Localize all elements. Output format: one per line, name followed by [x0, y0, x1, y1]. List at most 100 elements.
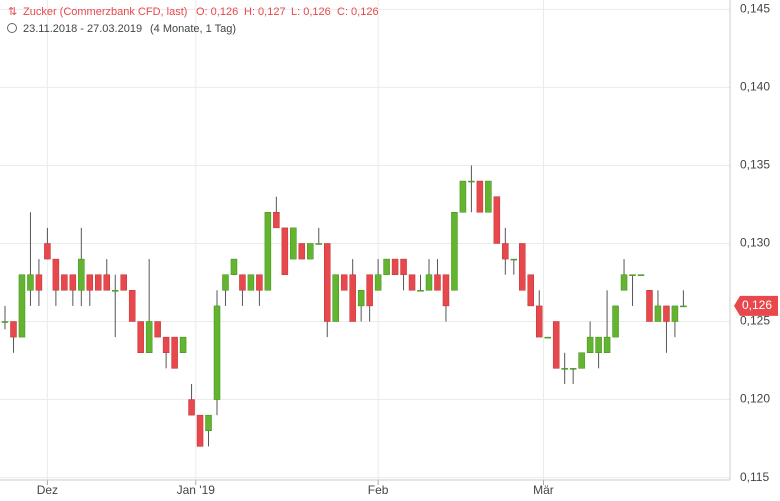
- ohlc-open: O: 0,126: [196, 6, 238, 18]
- candle-body: [273, 212, 280, 229]
- candle-body: [434, 274, 441, 291]
- candle-body: [315, 243, 323, 245]
- candle-body: [323, 243, 331, 322]
- candle-body: [391, 258, 399, 275]
- candle-body: [654, 305, 662, 322]
- candle-body: [442, 274, 450, 307]
- candle-body: [400, 258, 407, 275]
- candle-body: [205, 414, 212, 432]
- candle-body: [544, 336, 551, 339]
- candle-body: [349, 274, 356, 322]
- candle-body: [485, 180, 492, 213]
- candle-body: [629, 274, 636, 276]
- candle-body: [374, 274, 382, 291]
- candle-body: [239, 274, 246, 291]
- candle-body: [603, 336, 611, 353]
- candle-body: [637, 274, 645, 276]
- candle-body: [459, 180, 467, 213]
- clock-icon: [7, 23, 17, 33]
- candle-body: [86, 274, 94, 291]
- candle-body: [154, 321, 161, 338]
- candle-body: [196, 414, 204, 447]
- candle-body: [417, 290, 424, 292]
- chart-title: Zucker (Commerzbank CFD, last): [23, 6, 187, 18]
- candle-body: [298, 243, 306, 260]
- candle-body: [493, 196, 501, 244]
- candle-body: [527, 274, 535, 307]
- candle-body: [340, 274, 348, 291]
- candle-body: [137, 321, 144, 353]
- candle-body: [357, 290, 365, 307]
- y-tick-label: 0,140: [740, 80, 770, 94]
- candle-body: [502, 243, 509, 260]
- candle-body: [230, 258, 238, 275]
- candle-body: [171, 336, 178, 369]
- y-tick-label: 0,145: [740, 2, 770, 16]
- candle-body: [561, 368, 568, 370]
- candle-body: [671, 305, 679, 322]
- candle-body: [264, 212, 272, 291]
- candle-body: [663, 305, 670, 322]
- legend-header: ⇅ Zucker (Commerzbank CFD, last) O: 0,12…: [7, 6, 379, 35]
- candle-body: [552, 321, 560, 369]
- candle-body: [44, 243, 51, 260]
- candle-body: [569, 368, 577, 370]
- candle-body: [595, 336, 602, 353]
- x-tick-label: Dez: [37, 483, 58, 497]
- candle-body: [281, 227, 289, 275]
- x-tick-label: Feb: [368, 483, 389, 497]
- candle-body: [1, 321, 9, 323]
- candle-body: [646, 290, 653, 322]
- candle-body: [213, 305, 221, 400]
- candle-body: [95, 274, 102, 291]
- icon: ⇅: [8, 6, 17, 18]
- candle-body: [620, 274, 628, 291]
- candle-body: [256, 274, 263, 291]
- candle-body: [290, 227, 297, 260]
- candle-body: [18, 274, 26, 338]
- candle-body: [179, 336, 187, 353]
- price-label: 0,126: [742, 298, 772, 312]
- y-tick-label: 0,130: [740, 236, 770, 250]
- candle-body: [510, 258, 518, 261]
- y-tick-label: 0,125: [740, 314, 770, 328]
- candle-body: [366, 274, 373, 307]
- candle-body: [383, 258, 390, 275]
- candle-body: [35, 274, 43, 291]
- candle-body: [332, 274, 339, 322]
- candle-body: [78, 258, 85, 291]
- candle-body: [519, 243, 526, 291]
- candle-body: [476, 180, 484, 213]
- candle-body: [10, 321, 17, 338]
- x-tick-label: Mär: [533, 483, 554, 497]
- candle-body: [61, 274, 68, 291]
- candle-body: [612, 305, 619, 338]
- candle-body: [162, 336, 170, 353]
- candle-body: [222, 274, 229, 291]
- candle-body: [120, 274, 127, 291]
- y-tick-label: 0,115: [740, 470, 769, 484]
- period: (4 Monate, 1 Tag): [150, 23, 236, 35]
- candle-body: [586, 336, 594, 353]
- candle-body: [69, 274, 77, 291]
- candle-body: [247, 274, 255, 291]
- ohlc-low: L: 0,126: [291, 6, 331, 18]
- date-range: 23.11.2018 - 27.03.2019: [23, 23, 142, 35]
- candle-body: [27, 274, 34, 291]
- candle-body: [408, 274, 416, 291]
- grid: [0, 0, 730, 480]
- price-marker: [734, 295, 778, 316]
- candle-body: [425, 274, 433, 291]
- y-tick-label: 0,135: [740, 158, 770, 172]
- candle-body: [188, 399, 195, 416]
- y-tick-label: 0,120: [740, 392, 770, 406]
- ohlc-close: C: 0,126: [337, 6, 379, 18]
- candle-body: [52, 258, 60, 291]
- candle-body: [111, 290, 119, 292]
- candle-body: [103, 274, 111, 291]
- candle-body: [578, 352, 585, 369]
- x-tick-label: Jan '19: [177, 483, 216, 497]
- candle-body: [451, 212, 458, 291]
- candle-body: [307, 243, 314, 260]
